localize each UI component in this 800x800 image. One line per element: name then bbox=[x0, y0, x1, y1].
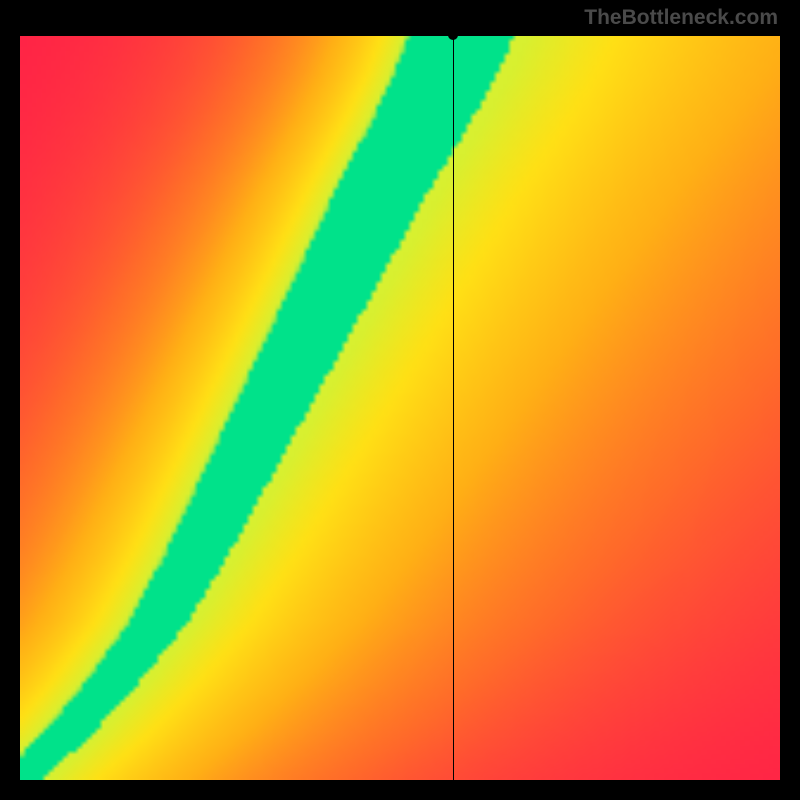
attribution-text: TheBottleneck.com bbox=[584, 6, 778, 30]
crosshair-marker bbox=[448, 30, 458, 40]
crosshair-vertical bbox=[453, 35, 454, 780]
bottleneck-heatmap bbox=[20, 35, 780, 780]
plot-area bbox=[20, 35, 780, 780]
crosshair-horizontal bbox=[20, 35, 780, 36]
